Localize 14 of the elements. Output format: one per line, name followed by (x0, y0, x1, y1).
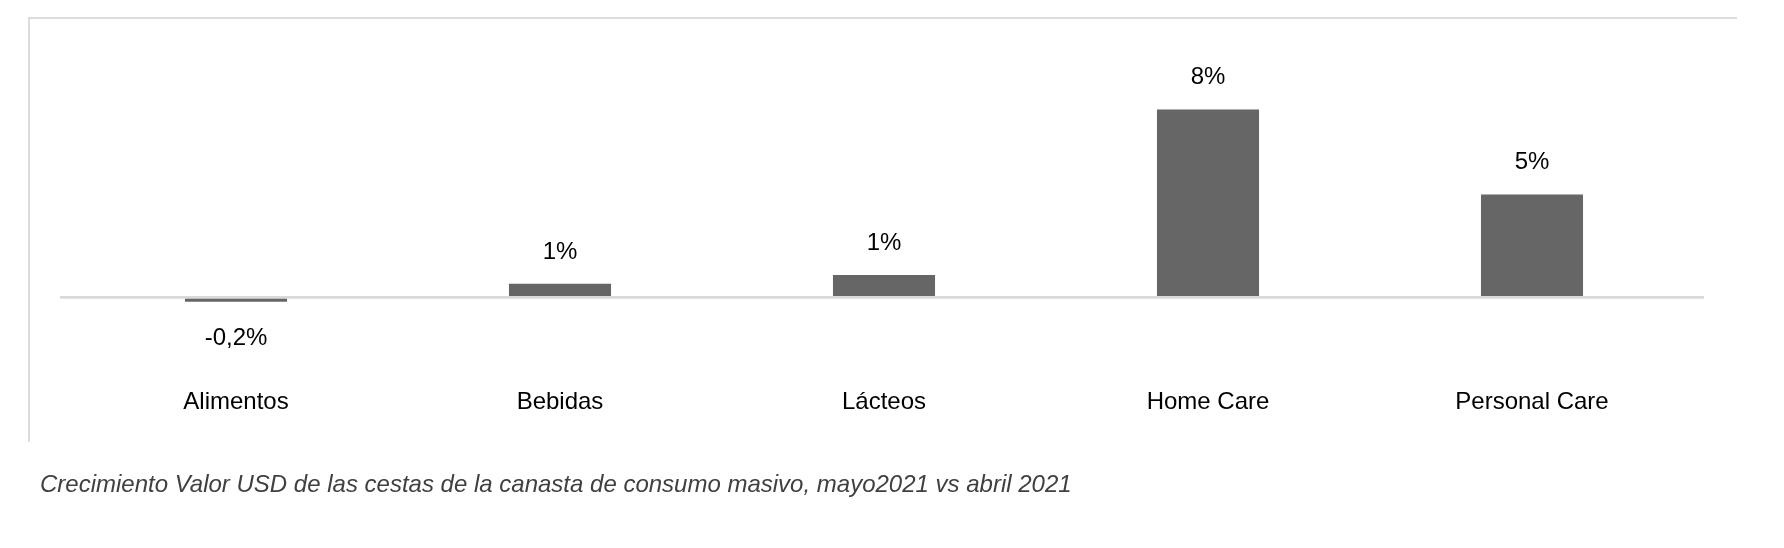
x-tick-label: Personal Care (1455, 386, 1609, 414)
text: Crecimiento Valor USD de las cestas de la canasta de consumo masivo, mayo2021 vs abril 2021 (40, 470, 1072, 498)
data-label: 1% (542, 236, 578, 264)
data-label: 5% (1514, 147, 1550, 175)
x-tick-label: Bebidas (516, 386, 604, 414)
data-label: 8% (1190, 62, 1226, 90)
bar (1156, 109, 1260, 298)
x-tick-label: Lácteos (841, 386, 927, 414)
x-tick-label: Home Care (1146, 386, 1270, 414)
data-label: -0,2% (204, 322, 268, 350)
data-label: 1% (866, 227, 902, 255)
bar (1480, 194, 1584, 298)
x-tick-label: Alimentos (183, 386, 289, 414)
bar (832, 274, 936, 298)
